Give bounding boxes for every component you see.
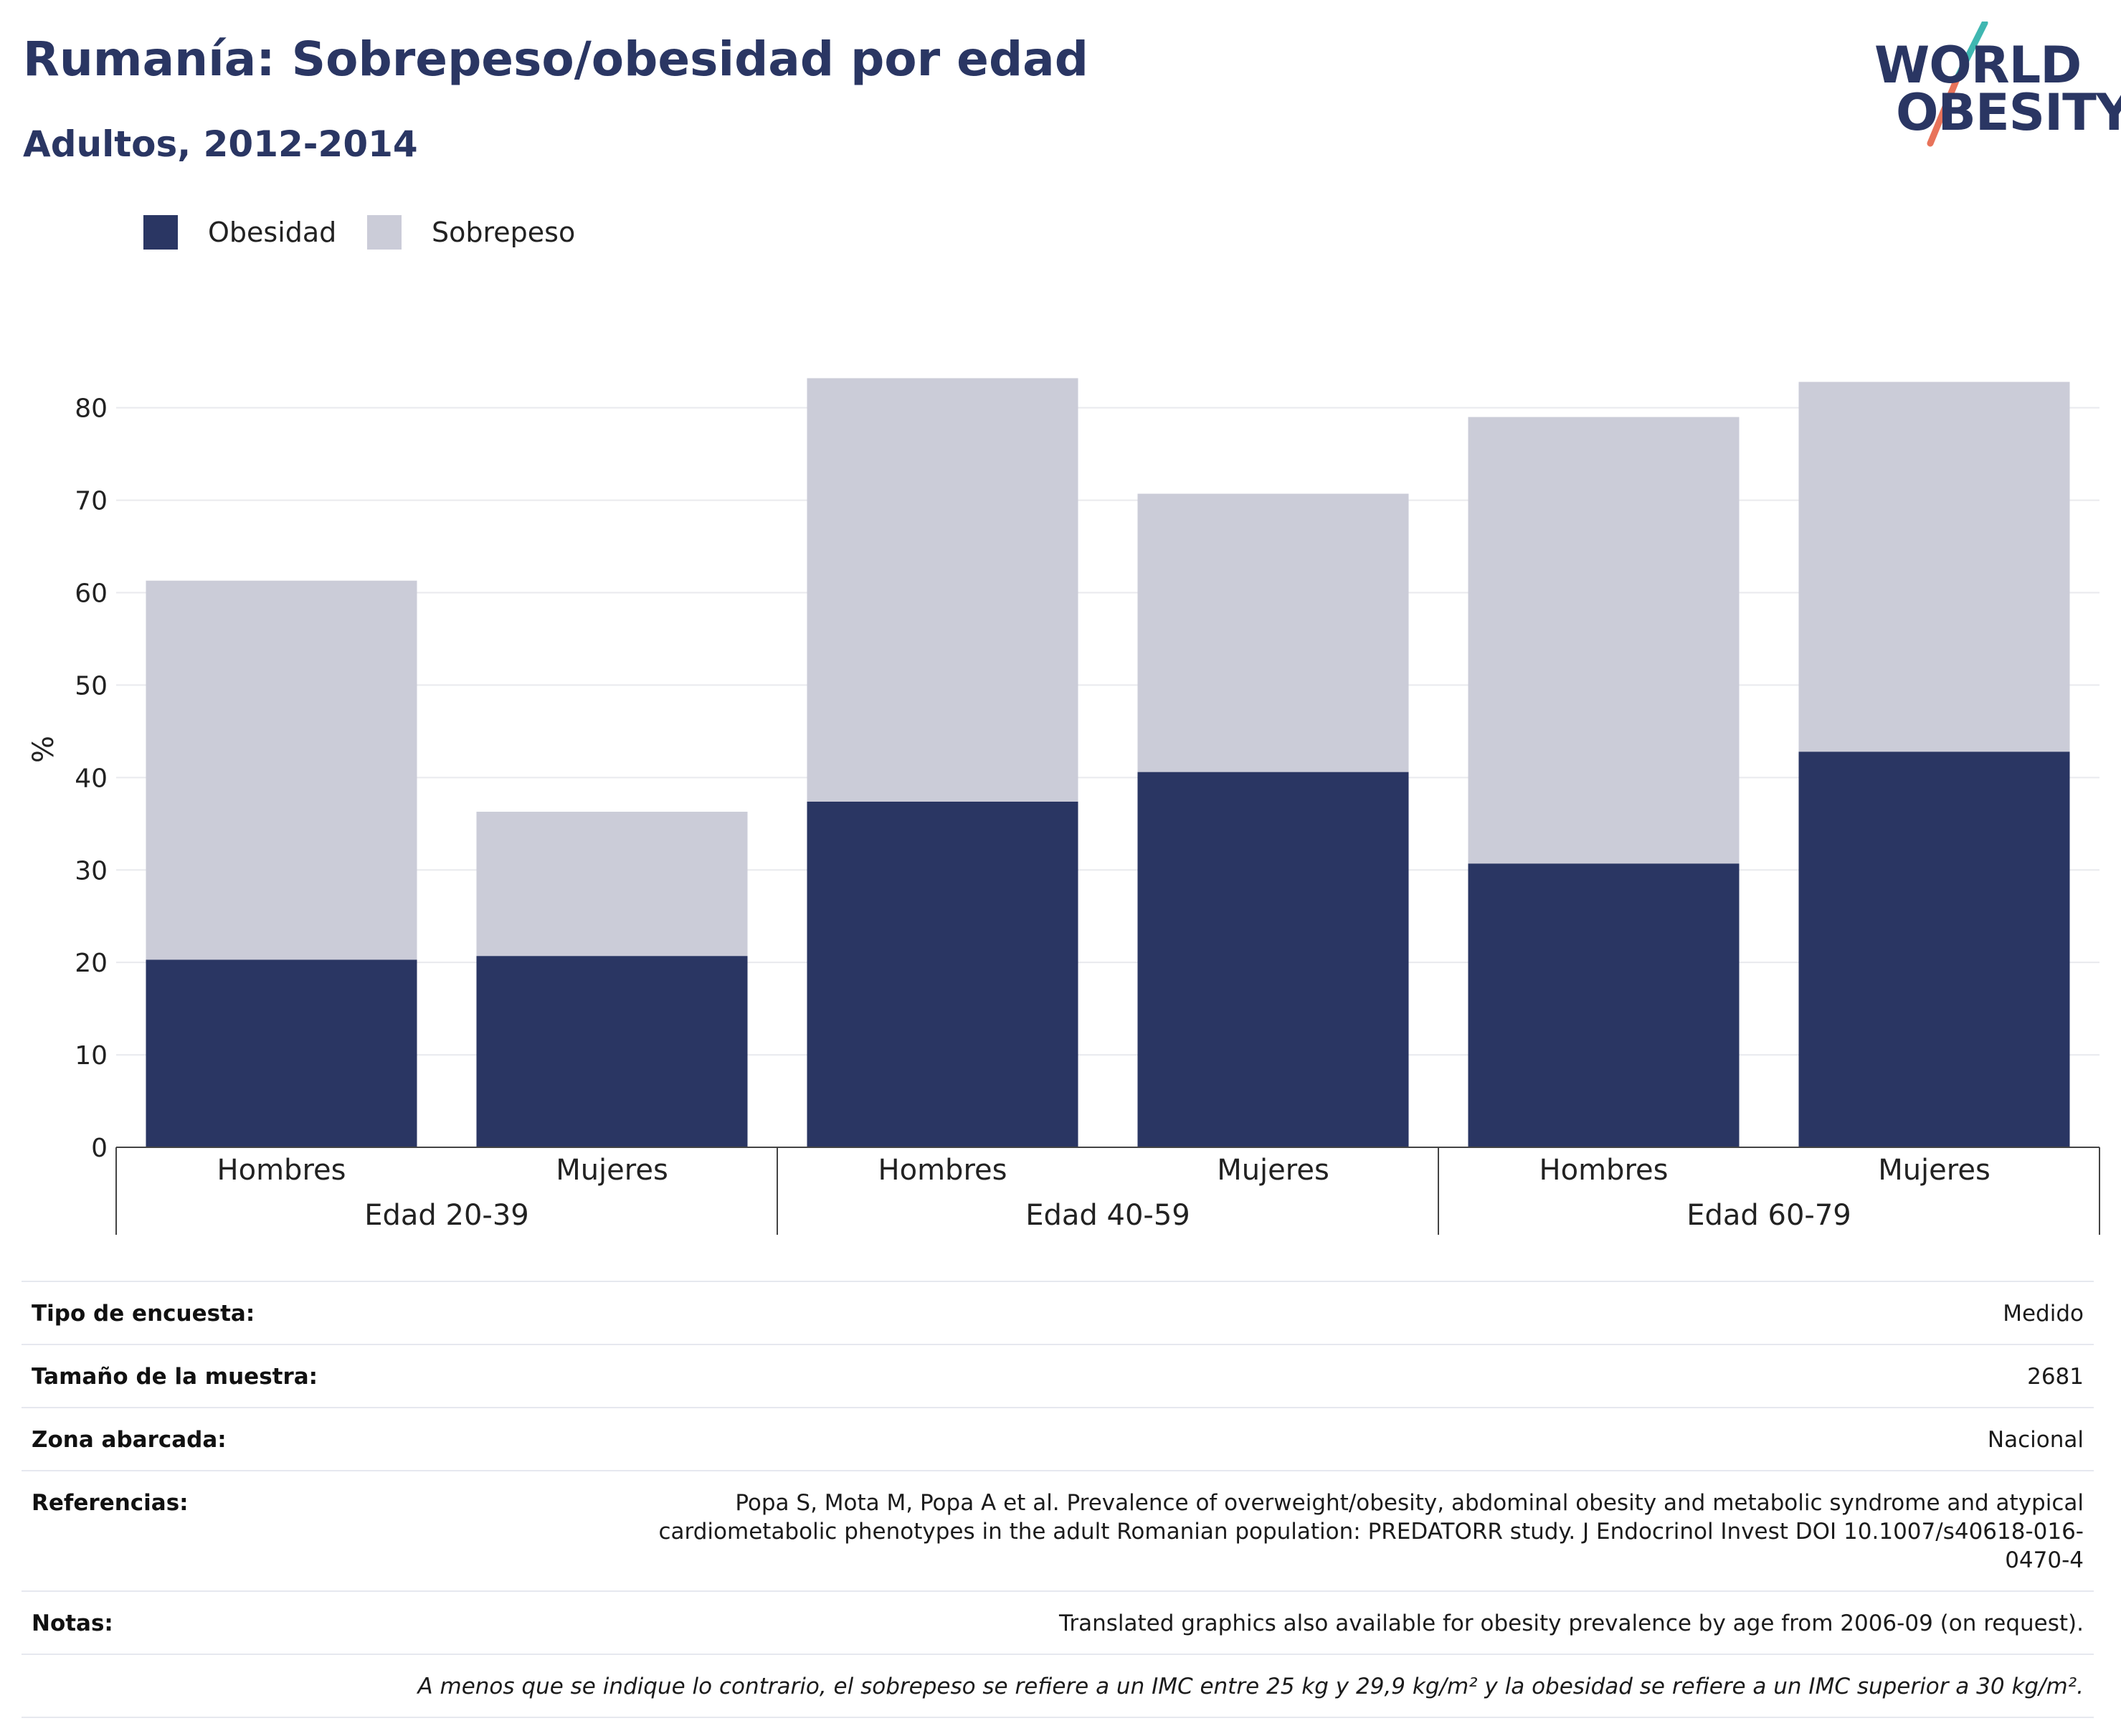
y-axis-label: % (27, 736, 60, 763)
info-row-notes: Notas: Translated graphics also availabl… (22, 1590, 2094, 1654)
bar-obesity (1798, 751, 2070, 1147)
y-tick-label: 50 (75, 671, 108, 701)
info-value: 2681 (2027, 1364, 2084, 1390)
info-row-coverage: Zona abarcada: Nacional (22, 1407, 2094, 1470)
x-category-label: Mujeres (1217, 1154, 1329, 1187)
bar-obesity (146, 959, 417, 1147)
bar-obesity (1468, 863, 1740, 1147)
y-tick-label: 70 (75, 487, 108, 516)
bar-overweight (476, 812, 748, 957)
bar-obesity (476, 956, 748, 1147)
info-row-sample-size: Tamaño de la muestra: 2681 (22, 1344, 2094, 1407)
info-label: Tipo de encuesta: (32, 1301, 255, 1327)
x-category-label: Mujeres (556, 1154, 668, 1187)
legend-label-overweight: Sobrepeso (432, 217, 576, 248)
info-value: Translated graphics also available for o… (1058, 1611, 2084, 1636)
y-tick-label: 80 (75, 394, 108, 424)
y-tick-label: 30 (75, 856, 108, 886)
info-label: Tamaño de la muestra: (32, 1364, 318, 1390)
world-obesity-logo: WORLD OBESITY (1864, 22, 2121, 151)
y-tick-label: 20 (75, 949, 108, 978)
bar-overweight (1798, 381, 2070, 752)
chart-title: Rumanía: Sobrepeso/obesidad por edad (23, 32, 1088, 87)
logo-line-1: WORLD (1874, 36, 2082, 95)
x-category-label: Hombres (878, 1154, 1007, 1187)
bar-obesity (807, 801, 1078, 1147)
bar-overweight (807, 378, 1078, 802)
info-label: Zona abarcada: (32, 1427, 227, 1453)
bar-obesity (1137, 772, 1409, 1147)
bar-overweight (1468, 417, 1740, 864)
info-row-footnote: A menos que se indique lo contrario, el … (22, 1654, 2094, 1718)
y-tick-label: 40 (75, 764, 108, 793)
y-tick-label: 60 (75, 579, 108, 609)
legend-label-obesity: Obesidad (208, 217, 337, 248)
info-label: Notas: (32, 1611, 113, 1636)
bar-overweight (146, 580, 417, 960)
info-value: Nacional (1987, 1427, 2084, 1453)
chart-subtitle: Adultos, 2012-2014 (23, 123, 418, 165)
x-group-label: Edad 20-39 (364, 1199, 529, 1232)
y-tick-label: 0 (91, 1134, 108, 1163)
x-category-label: Mujeres (1878, 1154, 1990, 1187)
info-row-survey-type: Tipo de encuesta: Medido (22, 1281, 2094, 1344)
legend-swatch-overweight (367, 215, 402, 250)
survey-info-table: Tipo de encuesta: Medido Tamaño de la mu… (22, 1281, 2094, 1718)
info-value: Popa S, Mota M, Popa A et al. Prevalence… (658, 1490, 2084, 1573)
x-group-label: Edad 40-59 (1025, 1199, 1190, 1232)
bar-overweight (1137, 493, 1409, 772)
x-category-label: Hombres (1539, 1154, 1669, 1187)
x-group-label: Edad 60-79 (1686, 1199, 1851, 1232)
info-row-references: Referencias: Popa S, Mota M, Popa A et a… (22, 1470, 2094, 1590)
info-value: Medido (2003, 1301, 2084, 1327)
y-tick-label: 10 (75, 1041, 108, 1071)
logo-line-2: OBESITY (1896, 83, 2121, 142)
bmi-footnote: A menos que se indique lo contrario, el … (417, 1674, 2084, 1699)
x-category-label: Hombres (217, 1154, 346, 1187)
logo-slash-icon (1927, 22, 1988, 147)
legend-swatch-obesity (143, 215, 178, 250)
stacked-bar-chart: 0 10 20 30 40 50 60 70 80% Hombres Mujeres Hombres M… (27, 378, 2100, 1235)
info-label: Referencias: (32, 1490, 189, 1516)
